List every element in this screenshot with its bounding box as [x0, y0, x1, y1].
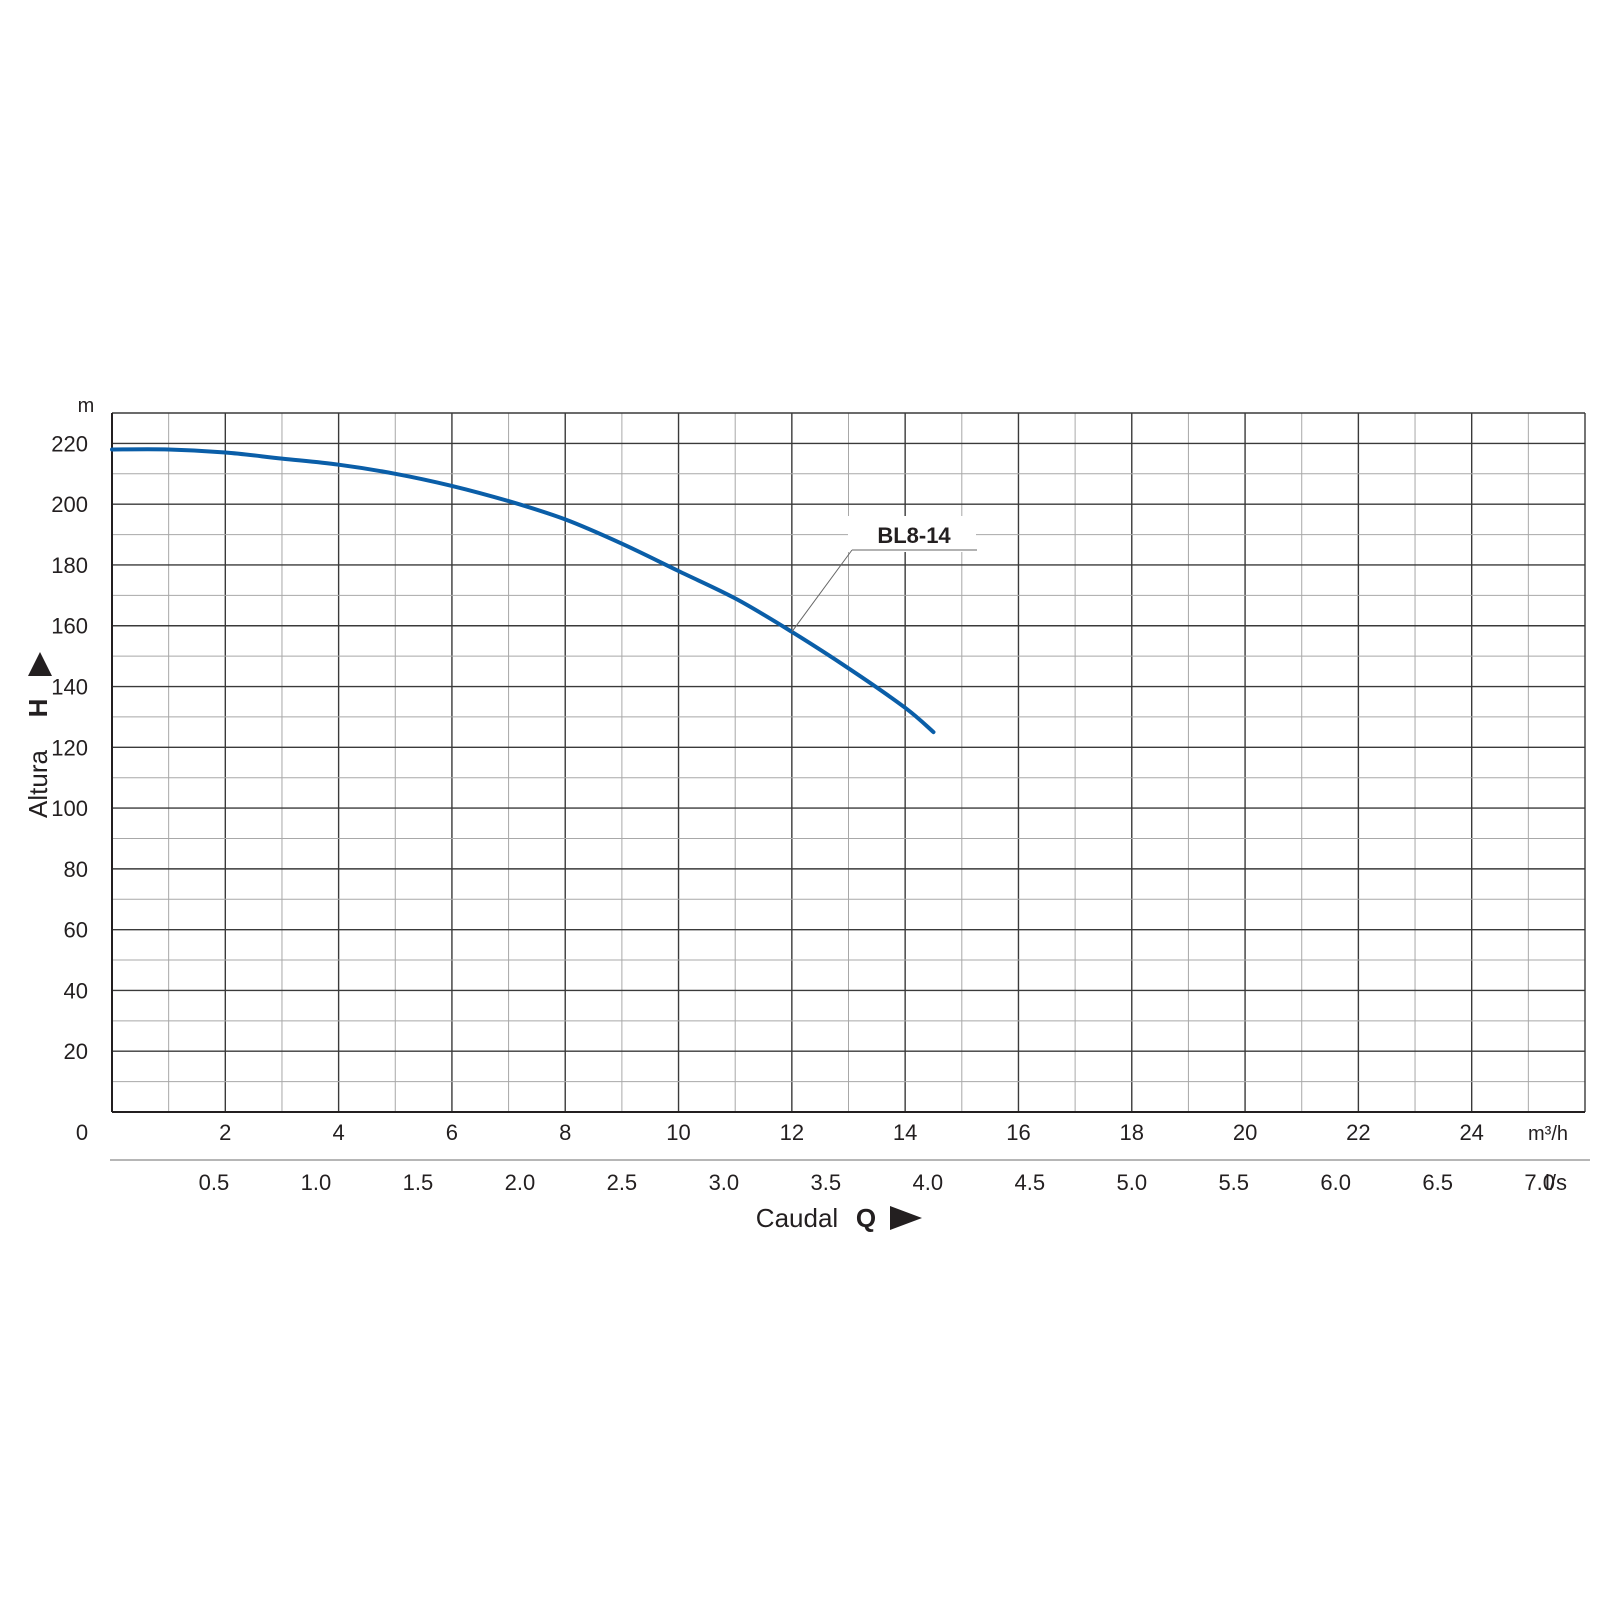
x-tick-label: 10	[666, 1120, 690, 1145]
x2-tick-label: 6.5	[1422, 1170, 1453, 1195]
x2-tick-label: 3.0	[709, 1170, 740, 1195]
x-axis-title: Caudal Q	[756, 1203, 922, 1233]
y-tick-label: 200	[51, 492, 88, 517]
x2-tick-label: 5.0	[1116, 1170, 1147, 1195]
y-tick-label: 20	[64, 1039, 88, 1064]
grid	[110, 412, 1590, 1161]
y-tick-label: 40	[64, 978, 88, 1003]
x-tick-label: 18	[1120, 1120, 1144, 1145]
x-axis-arrow-icon	[890, 1206, 922, 1230]
x2-tick-label: 7.0	[1524, 1170, 1555, 1195]
x2-tick-label: 4.0	[913, 1170, 944, 1195]
y-tick-label: 120	[51, 735, 88, 760]
series-label-leader	[791, 549, 853, 633]
x2-tick-label: 2.5	[607, 1170, 638, 1195]
x-tick-label: 8	[559, 1120, 571, 1145]
y-axis-title: Altura H	[23, 652, 53, 818]
y-tick-label: 160	[51, 614, 88, 639]
x-tick-label: 20	[1233, 1120, 1257, 1145]
x2-tick-label: 3.5	[811, 1170, 842, 1195]
x2-tick-label: 0.5	[199, 1170, 230, 1195]
x2-tick-label: 5.5	[1218, 1170, 1249, 1195]
series-label: BL8-14	[877, 523, 951, 548]
x2-tick-label: 1.0	[301, 1170, 332, 1195]
y-axis-title-text: Altura	[23, 750, 53, 818]
x2-tick-label: 2.0	[505, 1170, 536, 1195]
y-tick-label: 220	[51, 431, 88, 456]
y-axis-arrow-icon	[28, 652, 52, 676]
x-tick-label: 4	[332, 1120, 344, 1145]
x-axis-title-text: Caudal	[756, 1203, 838, 1233]
x-tick-label: 16	[1006, 1120, 1030, 1145]
origin-label: 0	[76, 1120, 88, 1145]
x2-tick-label: 6.0	[1320, 1170, 1351, 1195]
x-tick-label: 2	[219, 1120, 231, 1145]
x-tick-label: 14	[893, 1120, 917, 1145]
x-axis-symbol: Q	[856, 1203, 876, 1233]
series-line-BL8-14	[110, 447, 936, 735]
y-tick-label: 80	[64, 857, 88, 882]
x2-tick-label: 1.5	[403, 1170, 434, 1195]
y-tick-label: 140	[51, 675, 88, 700]
x-tick-label: 12	[780, 1120, 804, 1145]
x-tick-label: 24	[1459, 1120, 1483, 1145]
x-unit-label: m³/h	[1528, 1123, 1568, 1145]
y-tick-label: 60	[64, 918, 88, 943]
y-axis-symbol: H	[23, 699, 53, 718]
y-tick-label: 100	[51, 796, 88, 821]
y-unit-label: m	[78, 395, 95, 417]
x-tick-label: 22	[1346, 1120, 1370, 1145]
series-label-background	[848, 516, 976, 552]
x-tick-label: 6	[446, 1120, 458, 1145]
x2-unit-label: l/s	[1545, 1170, 1567, 1195]
y-tick-label: 180	[51, 553, 88, 578]
x2-tick-label: 4.5	[1014, 1170, 1045, 1195]
series-layer: BL8-14	[110, 447, 977, 735]
